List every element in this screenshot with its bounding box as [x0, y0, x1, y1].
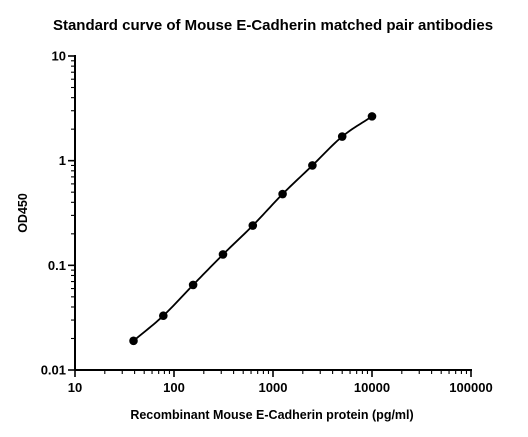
y-tick-label: 10 — [52, 49, 66, 64]
x-tick-label: 10 — [68, 380, 82, 395]
data-point — [308, 161, 317, 170]
x-tick-label: 1000 — [259, 380, 288, 395]
data-point — [218, 250, 228, 259]
data-point — [248, 221, 258, 230]
x-axis-label: Recombinant Mouse E-Cadherin protein (pg… — [130, 408, 413, 422]
y-axis-label: OD450 — [16, 193, 30, 233]
data-point — [188, 280, 198, 290]
data-point — [159, 311, 168, 321]
data-point — [367, 112, 377, 121]
data-point — [278, 189, 287, 199]
data-point — [337, 132, 347, 141]
y-tick-label: 0.01 — [41, 363, 66, 378]
y-tick-label: 0.1 — [48, 258, 66, 273]
y-tick-label: 1 — [59, 153, 66, 168]
chart-title: Standard curve of Mouse E-Cadherin match… — [53, 17, 493, 34]
x-tick-label: 100 — [163, 380, 185, 395]
x-tick-label: 10000 — [354, 380, 390, 395]
data-points-layer — [129, 112, 377, 346]
data-point — [129, 336, 138, 346]
x-tick-label: 100000 — [449, 380, 492, 395]
axes: 0.01 0.1 1 10 10 100 1000 10000 100000 — [41, 49, 493, 396]
